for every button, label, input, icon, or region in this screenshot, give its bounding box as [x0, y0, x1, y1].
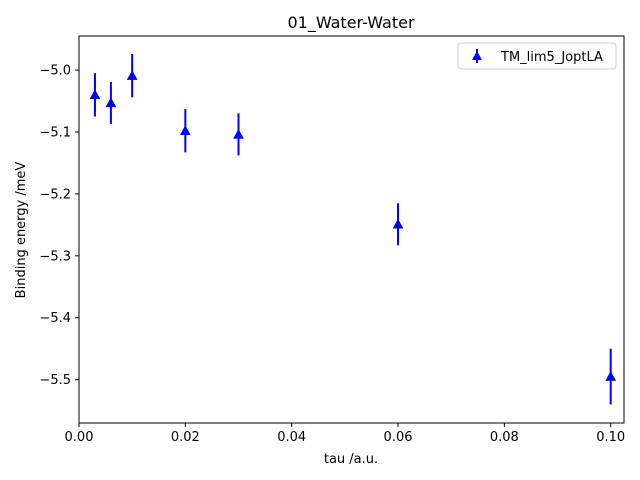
y-tick-label: −5.5 — [39, 373, 71, 388]
series-0 — [89, 53, 617, 405]
legend-box — [457, 42, 617, 70]
axes-frame — [78, 35, 625, 424]
x-tick-label: 0.04 — [277, 430, 306, 445]
y-tick-label: −5.3 — [39, 249, 71, 264]
data-point — [89, 89, 101, 100]
y-tick-label: −5.1 — [39, 125, 71, 140]
y-tick-label: −5.0 — [39, 64, 71, 79]
y-axis-ticks: −5.0 −5.1 −5.2 −5.3 −5.4 −5.5 — [39, 64, 79, 388]
x-axis-label: tau /a.u. — [324, 452, 378, 467]
data-point — [126, 70, 138, 80]
y-tick-label: −5.4 — [39, 311, 71, 326]
data-point — [392, 218, 404, 229]
plot-background — [79, 36, 624, 423]
data-point — [605, 371, 617, 381]
data-point — [105, 97, 117, 108]
plot-area — [78, 35, 625, 424]
x-tick-label: 0.00 — [65, 430, 94, 445]
x-tick-label: 0.10 — [596, 430, 625, 445]
legend-label: TM_lim5_JoptLA — [500, 50, 603, 65]
legend: TM_lim5_JoptLA — [457, 42, 617, 70]
y-tick-label: −5.2 — [39, 187, 71, 202]
data-point — [233, 128, 244, 139]
chart-title: 01_Water-Water — [287, 13, 414, 33]
x-tick-label: 0.06 — [384, 430, 413, 445]
x-tick-label: 0.02 — [171, 430, 200, 445]
y-axis-label: Binding energy /meV — [14, 162, 29, 299]
legend-triangle — [472, 51, 482, 60]
x-axis-ticks: 0.00 0.02 0.04 0.06 0.08 0.10 — [65, 423, 625, 445]
x-tick-label: 0.08 — [490, 430, 519, 445]
data-point — [179, 125, 191, 135]
legend-marker — [472, 49, 482, 63]
